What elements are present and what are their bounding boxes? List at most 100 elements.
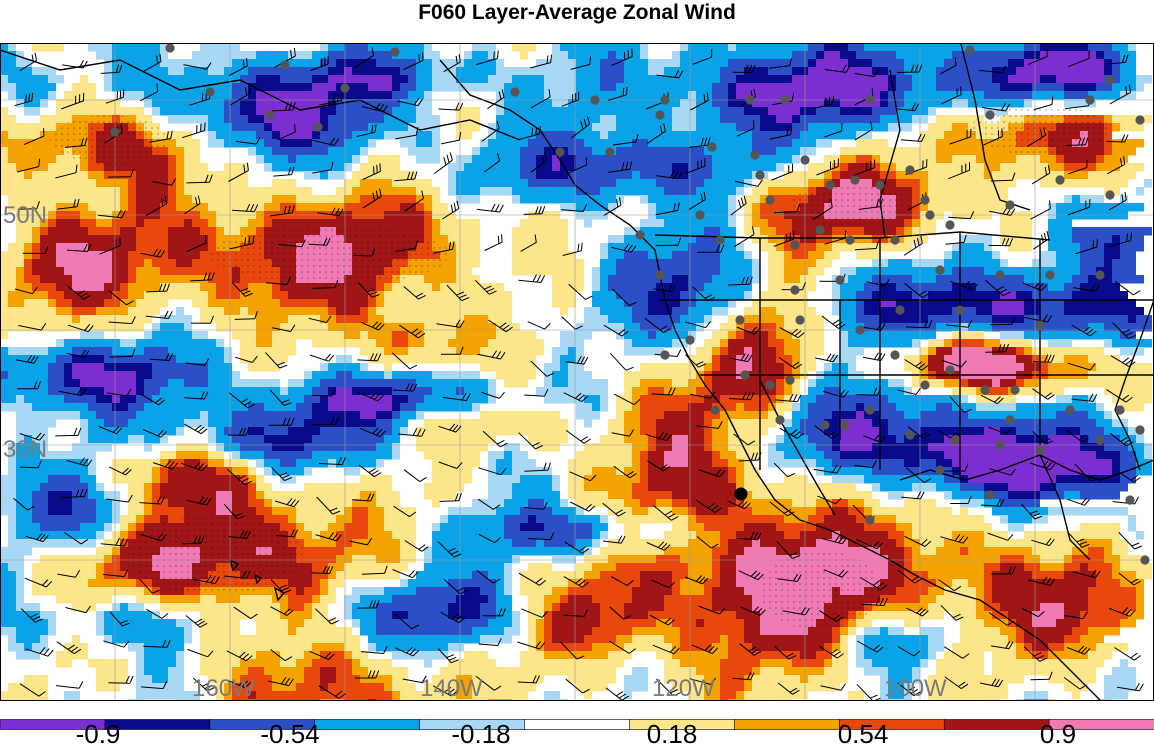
wind-contour-cell <box>8 563 24 572</box>
wind-contour-cell <box>512 259 584 268</box>
station-dot <box>590 95 599 104</box>
wind-contour-cell <box>0 59 16 68</box>
wind-contour-cell <box>144 379 168 388</box>
wind-contour-cell <box>240 347 296 356</box>
wind-contour-cell <box>0 483 16 492</box>
wind-contour-cell <box>312 451 392 460</box>
wind-contour-cell <box>0 251 24 260</box>
wind-contour-cell <box>840 635 848 644</box>
wind-contour-cell <box>520 155 536 164</box>
wind-contour-cell <box>80 435 88 444</box>
wind-contour-cell <box>1064 491 1080 500</box>
station-dot <box>710 405 719 414</box>
wind-contour-cell <box>336 371 352 380</box>
wind-contour-cell <box>912 219 920 228</box>
wind-contour-cell <box>280 387 288 396</box>
wind-contour-cell <box>152 675 168 684</box>
wind-contour-cell <box>1136 531 1144 540</box>
wind-contour-cell <box>784 259 816 268</box>
wind-contour-cell <box>400 203 416 212</box>
wind-contour-cell <box>736 75 792 84</box>
wind-contour-cell <box>784 267 808 276</box>
wind-contour-cell <box>608 131 752 140</box>
wind-contour-cell <box>552 347 568 356</box>
wind-contour-cell <box>1096 403 1104 412</box>
wind-contour-cell <box>808 387 824 396</box>
station-dot <box>985 490 994 499</box>
wind-contour-cell <box>424 419 568 428</box>
wind-contour-cell <box>376 619 488 628</box>
colorbar-swatches <box>0 720 1154 730</box>
wind-contour-cell <box>136 651 144 660</box>
wind-contour-cell <box>328 43 344 52</box>
wind-contour-cell <box>416 155 440 164</box>
wind-contour-cell <box>984 563 1000 572</box>
wind-contour-cell <box>816 395 888 404</box>
wind-contour-cell <box>704 587 712 596</box>
wind-contour-cell <box>104 555 112 564</box>
wind-contour-cell <box>720 75 736 84</box>
wind-contour-cell <box>488 483 512 492</box>
lon-label-140w: 140W <box>420 675 483 702</box>
wind-contour-cell <box>1112 459 1120 468</box>
wind-contour-cell <box>208 371 232 380</box>
wind-contour-cell <box>1056 619 1080 628</box>
wind-contour-cell <box>880 627 888 636</box>
wind-contour-cell <box>912 339 920 348</box>
wind-contour-cell <box>392 395 408 404</box>
wind-contour-cell <box>0 259 24 268</box>
wind-contour-cell <box>944 651 984 660</box>
wind-contour-cell <box>1000 83 1032 92</box>
wind-contour-cell <box>744 547 776 556</box>
wind-contour-cell <box>688 515 696 524</box>
wind-contour-cell <box>112 603 120 612</box>
wind-contour-cell <box>96 515 112 524</box>
wind-contour-cell <box>160 107 224 116</box>
wind-contour-cell <box>864 227 896 236</box>
wind-contour-cell <box>768 219 792 228</box>
wind-contour-cell <box>424 491 456 500</box>
wind-contour-cell <box>624 683 648 692</box>
wind-contour-cell <box>96 547 112 556</box>
wind-contour-cell <box>456 131 472 140</box>
wind-contour-cell <box>656 331 688 340</box>
wind-contour-cell <box>616 563 688 572</box>
wind-contour-cell <box>1064 635 1080 644</box>
wind-contour-cell <box>792 155 800 164</box>
wind-contour-cell <box>512 699 528 705</box>
wind-contour-cell <box>704 315 712 324</box>
wind-contour-cell <box>720 251 744 260</box>
wind-contour-cell <box>744 627 760 636</box>
wind-contour-cell <box>304 419 376 428</box>
wind-contour-cell <box>368 523 384 532</box>
wind-contour-cell <box>912 75 936 84</box>
wind-contour-cell <box>1096 419 1112 428</box>
wind-contour-cell <box>288 627 296 636</box>
wind-contour-cell <box>992 659 1104 668</box>
wind-contour-cell <box>0 387 48 396</box>
wind-contour-cell <box>328 115 384 124</box>
wind-contour-cell <box>872 659 920 668</box>
wind-contour-cell <box>296 587 304 596</box>
wind-contour-cell <box>736 611 760 620</box>
station-dot <box>1135 425 1144 434</box>
wind-contour-cell <box>1048 227 1072 236</box>
wind-contour-cell <box>512 195 520 204</box>
wind-contour-cell <box>832 659 848 668</box>
wind-contour-cell <box>272 195 296 204</box>
wind-contour-cell <box>544 363 560 372</box>
wind-contour-cell <box>144 259 152 268</box>
wind-contour-cell <box>560 363 568 372</box>
wind-contour-cell <box>592 563 616 572</box>
wind-contour-cell <box>336 667 352 676</box>
station-dot <box>865 515 874 524</box>
wind-contour-cell <box>344 203 400 212</box>
wind-contour-cell <box>480 347 544 356</box>
wind-contour-cell <box>128 307 160 316</box>
wind-contour-cell <box>640 475 648 484</box>
wind-contour-cell <box>32 403 88 412</box>
wind-contour-cell <box>232 331 256 340</box>
wind-contour-cell <box>952 251 992 260</box>
wind-contour-cell <box>136 235 168 244</box>
wind-contour-cell <box>104 59 112 68</box>
